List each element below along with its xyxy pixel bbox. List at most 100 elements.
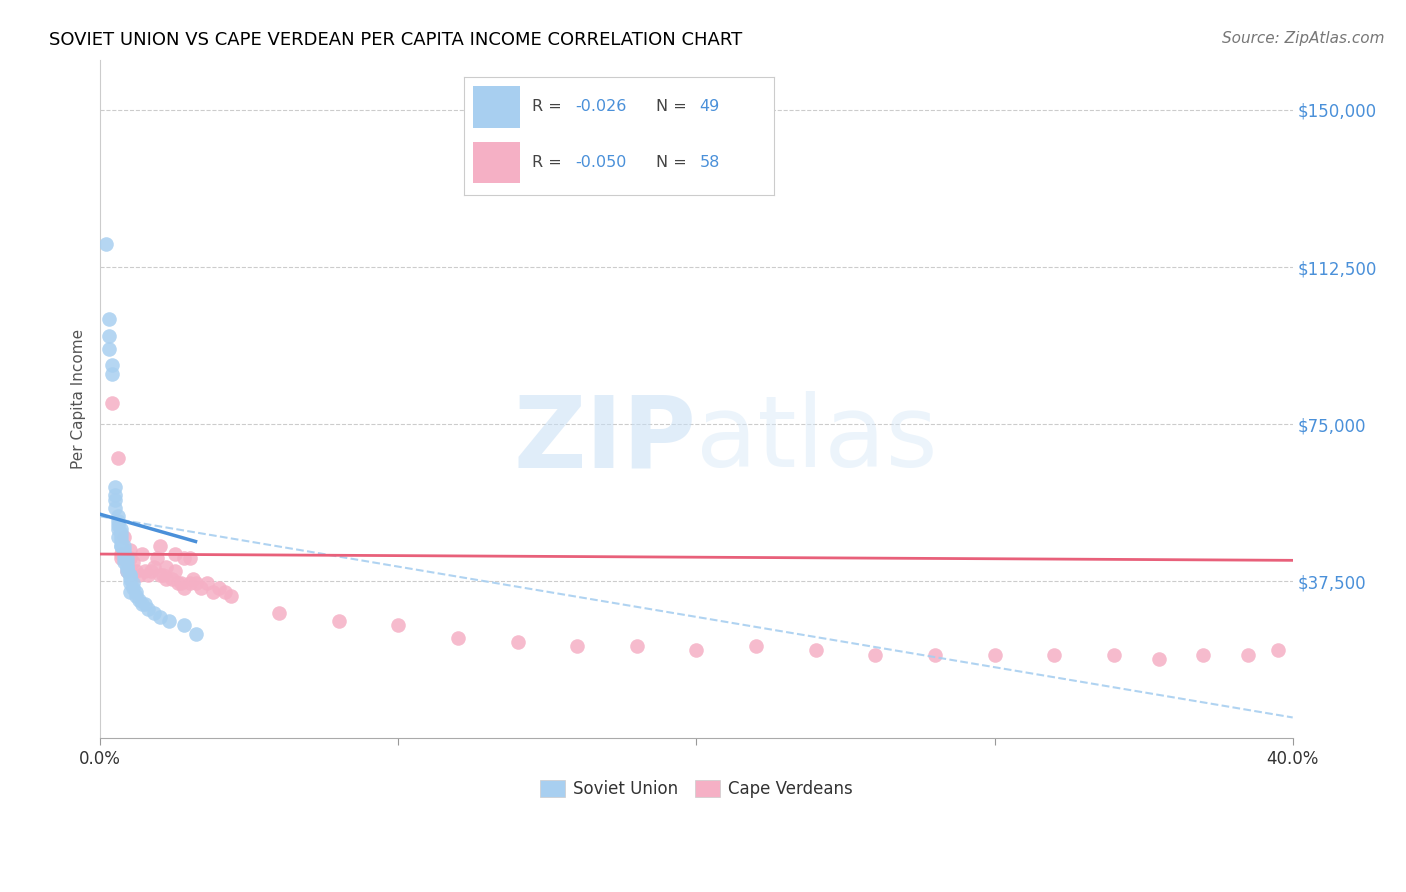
Point (115, 551, 138, 566)
Point (804, 643, 827, 657)
Point (152, 568, 174, 582)
Point (173, 551, 195, 566)
Point (110, 522, 132, 536)
Point (112, 539, 135, 553)
Point (169, 576, 191, 591)
Point (98, 312, 121, 326)
Point (110, 530, 132, 544)
Point (214, 584, 236, 599)
Text: ZIP: ZIP (513, 392, 696, 488)
Point (155, 572, 177, 586)
Point (179, 551, 201, 566)
Point (112, 542, 135, 557)
Point (208, 581, 231, 595)
Point (94, 237, 117, 252)
Point (865, 648, 887, 662)
Point (122, 581, 145, 595)
Point (101, 367, 124, 381)
Point (626, 639, 648, 653)
Point (101, 359, 124, 373)
Point (107, 522, 129, 536)
Point (118, 576, 141, 591)
Point (157, 614, 180, 628)
Point (118, 568, 141, 582)
Point (1192, 648, 1215, 662)
Point (110, 539, 132, 553)
Point (184, 626, 207, 640)
Point (118, 568, 141, 582)
Point (115, 556, 138, 570)
Point (110, 547, 132, 561)
Point (745, 639, 768, 653)
Point (149, 610, 172, 624)
Point (506, 635, 529, 649)
Point (107, 450, 129, 465)
Point (190, 581, 212, 595)
Point (149, 539, 172, 553)
Point (112, 556, 135, 570)
Point (197, 576, 219, 591)
Point (142, 559, 165, 574)
Point (128, 568, 150, 582)
Point (1102, 648, 1125, 662)
Point (101, 396, 124, 410)
Legend: Soviet Union, Cape Verdeans: Soviet Union, Cape Verdeans (533, 773, 859, 805)
Point (125, 564, 148, 578)
Point (146, 551, 169, 566)
Point (125, 589, 148, 603)
Point (131, 598, 153, 612)
Point (134, 564, 156, 578)
Point (115, 564, 138, 578)
Point (179, 576, 201, 591)
Point (1147, 652, 1170, 666)
Y-axis label: Per Capita Income: Per Capita Income (72, 329, 86, 469)
Point (115, 564, 138, 578)
Point (267, 606, 290, 620)
Point (115, 559, 138, 574)
Point (163, 547, 186, 561)
Point (110, 534, 132, 549)
Point (118, 551, 141, 566)
Point (1237, 648, 1260, 662)
Point (163, 564, 186, 578)
Point (160, 572, 183, 586)
Point (118, 572, 141, 586)
Point (139, 564, 162, 578)
Text: atlas: atlas (696, 392, 938, 488)
Point (387, 618, 409, 632)
Point (98, 329, 121, 343)
Point (107, 517, 129, 532)
Text: Source: ZipAtlas.com: Source: ZipAtlas.com (1222, 31, 1385, 46)
Point (115, 559, 138, 574)
Point (685, 643, 707, 657)
Point (1267, 643, 1289, 657)
Point (107, 514, 129, 528)
Point (110, 539, 132, 553)
Point (118, 584, 141, 599)
Point (104, 488, 127, 502)
Point (118, 542, 141, 557)
Point (181, 572, 204, 586)
Point (173, 618, 195, 632)
Point (149, 568, 172, 582)
Point (107, 530, 129, 544)
Point (134, 598, 156, 612)
Point (125, 584, 148, 599)
Point (136, 601, 159, 615)
Point (104, 480, 127, 494)
Point (107, 509, 129, 524)
Point (166, 576, 188, 591)
Point (104, 500, 127, 515)
Point (1043, 648, 1066, 662)
Text: SOVIET UNION VS CAPE VERDEAN PER CAPITA INCOME CORRELATION CHART: SOVIET UNION VS CAPE VERDEAN PER CAPITA … (49, 31, 742, 49)
Point (565, 639, 588, 653)
Point (110, 526, 132, 541)
Point (221, 589, 243, 603)
Point (122, 576, 145, 591)
Point (128, 593, 150, 607)
Point (136, 568, 159, 582)
Point (104, 492, 127, 507)
Point (112, 530, 135, 544)
Point (131, 547, 153, 561)
Point (184, 576, 207, 591)
